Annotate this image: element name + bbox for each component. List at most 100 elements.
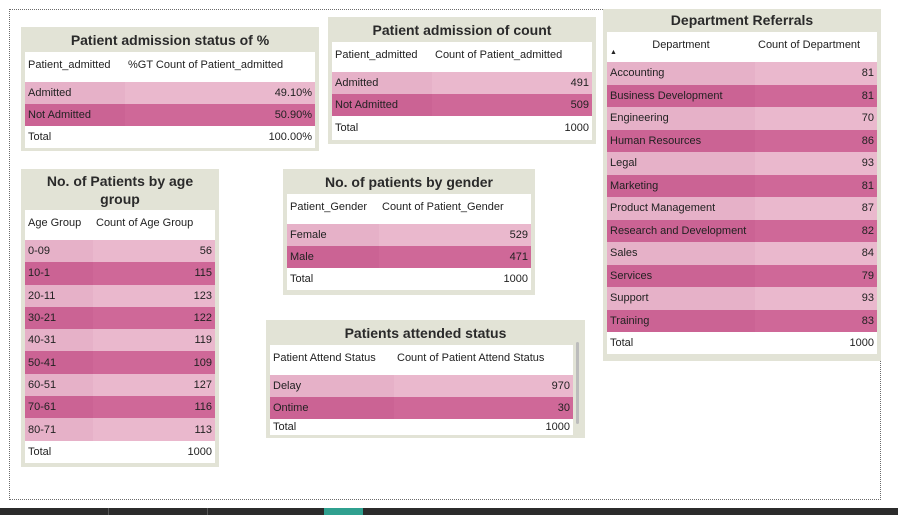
- table-row[interactable]: 20-11 123: [25, 284, 215, 307]
- row-value: 115: [93, 262, 215, 285]
- table-row[interactable]: Product Management 87: [607, 197, 877, 220]
- row-value: 93: [755, 152, 877, 175]
- row-value: 509: [432, 94, 592, 116]
- total-label: Total: [287, 268, 379, 290]
- table-row[interactable]: Human Resources 86: [607, 129, 877, 152]
- table-row[interactable]: 10-1 115: [25, 262, 215, 285]
- column-header[interactable]: Count of Age Group: [93, 210, 215, 236]
- column-header[interactable]: Count of Patient Attend Status: [394, 345, 573, 371]
- row-label: 50-41: [25, 351, 93, 374]
- table-row[interactable]: Engineering 70: [607, 107, 877, 130]
- table-row[interactable]: Marketing 81: [607, 174, 877, 197]
- column-header[interactable]: Age Group: [25, 210, 93, 236]
- column-header[interactable]: Patient Attend Status: [270, 345, 394, 371]
- visual-title: Patients attended status: [344, 325, 507, 341]
- admission-pct-table[interactable]: Patient admission status of % Patient_ad…: [21, 27, 319, 151]
- total-label: Total: [332, 116, 432, 140]
- table-row[interactable]: 50-41 109: [25, 351, 215, 374]
- attend-status-table[interactable]: Patients attended status Patient Attend …: [266, 320, 585, 438]
- total-value: 100.00%: [125, 126, 315, 148]
- row-label: Female: [287, 224, 379, 246]
- table-row[interactable]: Legal 93: [607, 152, 877, 175]
- column-header[interactable]: Count of Patient_Gender: [379, 194, 531, 220]
- row-label: Services: [607, 264, 755, 287]
- row-label: Not Admitted: [332, 94, 432, 116]
- table-row[interactable]: 0-09 56: [25, 240, 215, 263]
- visual-title: No. of Patients by age group: [46, 173, 194, 207]
- column-header[interactable]: Count of Department: [755, 32, 877, 58]
- column-header[interactable]: Patient_Gender: [287, 194, 379, 220]
- row-value: 50.90%: [125, 104, 315, 126]
- sort-ascending-icon[interactable]: ▲: [610, 49, 617, 56]
- column-header[interactable]: Count of Patient_admitted: [432, 42, 592, 68]
- department-referrals-table[interactable]: Department Referrals Department ▲ Count …: [603, 9, 881, 361]
- row-value: 122: [93, 306, 215, 330]
- row-label: 40-31: [25, 329, 93, 352]
- row-label: Engineering: [607, 107, 755, 130]
- table-row[interactable]: Support 93: [607, 287, 877, 310]
- total-value: 1000: [394, 419, 573, 435]
- row-label: Marketing: [607, 174, 755, 197]
- table-row[interactable]: Business Development 81: [607, 84, 877, 107]
- row-value: 109: [93, 351, 215, 374]
- row-label: Support: [607, 287, 755, 310]
- row-label: 20-11: [25, 284, 93, 307]
- row-label: Ontime: [270, 397, 394, 419]
- row-value: 79: [755, 264, 877, 287]
- gender-table[interactable]: No. of patients by gender Patient_Gender…: [283, 169, 535, 295]
- row-value: 127: [93, 373, 215, 397]
- total-label: Total: [607, 332, 755, 354]
- total-label: Total: [25, 126, 125, 148]
- total-label: Total: [25, 440, 93, 463]
- row-label: Delay: [270, 375, 394, 397]
- row-label: Legal: [607, 152, 755, 175]
- row-label: Training: [607, 309, 755, 332]
- table-row[interactable]: Services 79: [607, 264, 877, 287]
- visual-title: No. of patients by gender: [324, 174, 493, 190]
- row-value: 84: [755, 242, 877, 265]
- row-label: Admitted: [25, 82, 125, 104]
- admission-count-table[interactable]: Patient admission of count Patient_admit…: [328, 17, 596, 144]
- row-value: 56: [93, 240, 215, 263]
- table-row[interactable]: 80-71 113: [25, 418, 215, 441]
- table-row[interactable]: Sales 84: [607, 242, 877, 265]
- row-value: 529: [379, 224, 531, 246]
- vertical-scrollbar[interactable]: [576, 342, 579, 424]
- column-header[interactable]: Patient_admitted: [25, 52, 125, 78]
- row-label: Sales: [607, 242, 755, 265]
- row-value: 119: [93, 329, 215, 352]
- total-value: 1000: [755, 332, 877, 354]
- row-value: 93: [755, 287, 877, 310]
- row-value: 81: [755, 174, 877, 197]
- table-row[interactable]: 60-51 127: [25, 373, 215, 397]
- row-label: Human Resources: [607, 129, 755, 152]
- row-value: 70: [755, 107, 877, 130]
- column-header[interactable]: Patient_admitted: [332, 42, 432, 68]
- column-header[interactable]: Department ▲: [607, 32, 755, 58]
- active-page-tab[interactable]: [324, 508, 363, 515]
- row-value: 30: [394, 397, 573, 419]
- row-label: Product Management: [607, 197, 755, 220]
- row-label: Admitted: [332, 72, 432, 94]
- table-row[interactable]: 30-21 122: [25, 306, 215, 330]
- table-row[interactable]: 40-31 119: [25, 329, 215, 352]
- column-header[interactable]: %GT Count of Patient_admitted: [125, 52, 315, 78]
- tab-separator: [108, 508, 109, 515]
- table-row[interactable]: Training 83: [607, 309, 877, 332]
- tab-separator: [207, 508, 208, 515]
- total-value: 1000: [379, 268, 531, 290]
- row-label: 60-51: [25, 373, 93, 397]
- row-value: 49.10%: [125, 82, 315, 104]
- row-value: 123: [93, 284, 215, 307]
- row-label: Business Development: [607, 84, 755, 107]
- age-group-table[interactable]: No. of Patients by age group Age Group C…: [21, 169, 219, 467]
- page-tabs-bar: [0, 508, 898, 515]
- row-label: Research and Development: [607, 219, 755, 242]
- row-label: Male: [287, 246, 379, 268]
- row-value: 81: [755, 84, 877, 107]
- table-row[interactable]: 70-61 116: [25, 396, 215, 419]
- table-row[interactable]: Research and Development 82: [607, 219, 877, 242]
- row-label: 30-21: [25, 306, 93, 330]
- row-value: 471: [379, 246, 531, 268]
- table-row[interactable]: Accounting 81: [607, 62, 877, 85]
